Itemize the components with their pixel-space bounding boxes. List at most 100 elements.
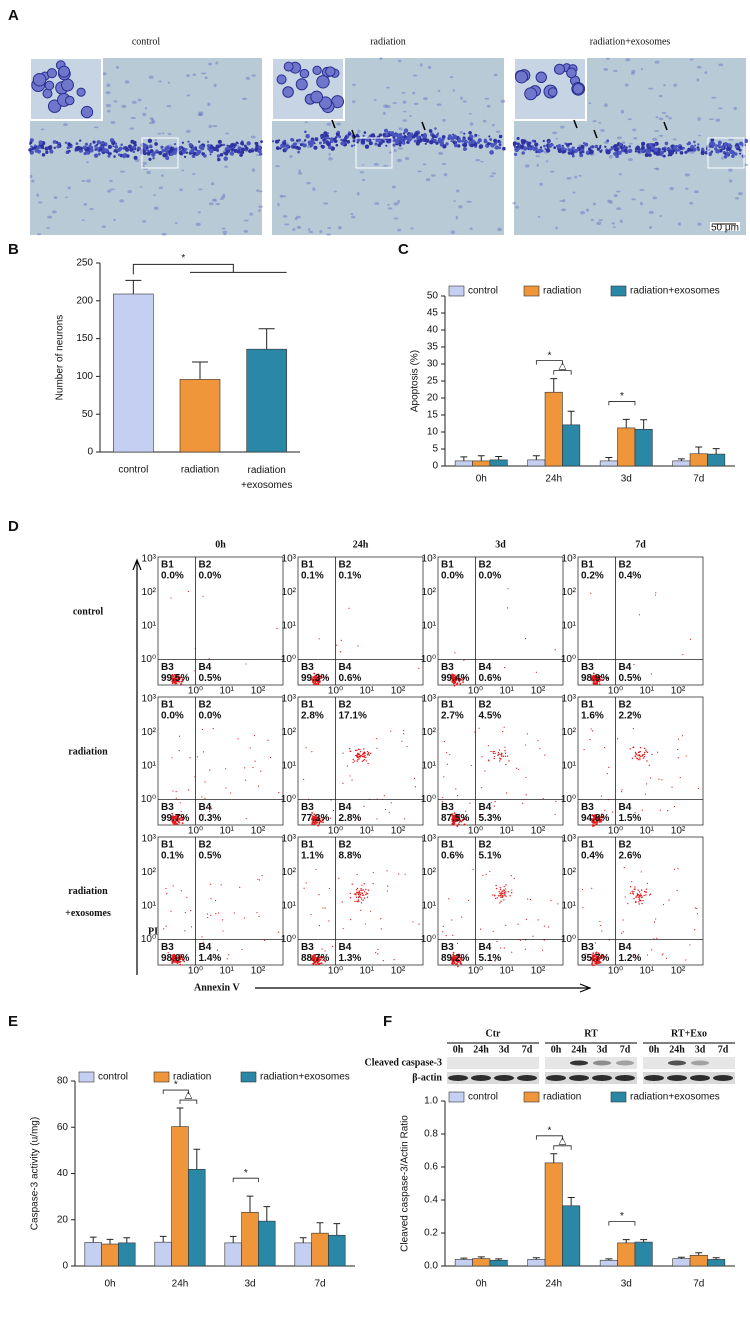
event bbox=[638, 751, 640, 754]
cell bbox=[449, 76, 454, 79]
neuron bbox=[53, 146, 56, 150]
event bbox=[499, 760, 501, 762]
cell bbox=[629, 142, 633, 145]
bar bbox=[311, 1232, 329, 1267]
quadrant-percent: 0.0% bbox=[161, 571, 184, 582]
cell bbox=[93, 126, 99, 129]
inset-cell bbox=[283, 61, 294, 72]
cell bbox=[127, 190, 133, 194]
event bbox=[201, 728, 204, 731]
legend-label: control bbox=[98, 1072, 128, 1083]
event bbox=[446, 763, 449, 765]
event bbox=[455, 814, 458, 816]
neuron bbox=[483, 138, 487, 142]
event bbox=[171, 956, 174, 958]
event bbox=[642, 757, 645, 759]
x-decade-label: 10¹ bbox=[640, 966, 655, 977]
cell bbox=[639, 188, 645, 191]
event bbox=[171, 817, 174, 820]
cell bbox=[215, 61, 219, 65]
neuron bbox=[378, 133, 383, 137]
event bbox=[314, 682, 316, 685]
cell bbox=[208, 124, 213, 128]
cell bbox=[694, 190, 699, 194]
blot-group: RT bbox=[584, 1028, 598, 1039]
cell bbox=[139, 186, 143, 188]
event bbox=[458, 814, 460, 816]
arrow bbox=[663, 121, 668, 131]
event bbox=[508, 760, 510, 762]
event bbox=[481, 756, 483, 758]
event bbox=[176, 962, 179, 964]
cell bbox=[243, 219, 249, 222]
event bbox=[253, 735, 256, 737]
legend-label: control bbox=[468, 1092, 498, 1103]
neuron bbox=[641, 142, 645, 147]
event bbox=[363, 756, 366, 758]
event bbox=[592, 678, 594, 681]
significance-label: △ bbox=[559, 1135, 567, 1146]
event bbox=[527, 898, 529, 900]
cell bbox=[245, 76, 251, 80]
cell bbox=[456, 189, 460, 193]
event bbox=[442, 925, 444, 927]
event bbox=[366, 896, 369, 898]
x-decade-label: 10² bbox=[391, 966, 406, 977]
event bbox=[624, 896, 626, 898]
event bbox=[648, 894, 651, 896]
neuron bbox=[423, 133, 428, 138]
blot-band bbox=[546, 1075, 566, 1081]
event bbox=[322, 674, 325, 677]
event bbox=[696, 907, 698, 910]
cell bbox=[398, 127, 403, 131]
cell bbox=[212, 124, 218, 128]
error-bar bbox=[460, 1257, 468, 1260]
cell bbox=[294, 217, 298, 221]
event bbox=[175, 817, 178, 820]
cell bbox=[289, 155, 293, 159]
event bbox=[635, 901, 637, 904]
event bbox=[312, 963, 315, 966]
event bbox=[180, 683, 183, 685]
neuron bbox=[521, 151, 525, 155]
cell bbox=[536, 163, 540, 167]
event bbox=[459, 962, 462, 965]
event bbox=[183, 960, 186, 963]
event bbox=[641, 896, 643, 898]
event bbox=[599, 924, 602, 927]
event bbox=[510, 875, 512, 877]
event bbox=[202, 941, 204, 944]
blot-band bbox=[690, 1075, 710, 1081]
event bbox=[459, 679, 461, 682]
neuron bbox=[257, 145, 262, 150]
cell bbox=[319, 230, 323, 234]
event bbox=[360, 888, 362, 890]
neuron bbox=[531, 139, 535, 143]
error-bar bbox=[622, 418, 630, 428]
cell bbox=[477, 134, 481, 137]
y-decade-label: 10³ bbox=[562, 554, 577, 565]
legend-swatch bbox=[523, 1091, 540, 1103]
event bbox=[245, 818, 247, 820]
neuron bbox=[522, 139, 527, 144]
neuron bbox=[332, 137, 337, 141]
y-decade-label: 10² bbox=[282, 587, 297, 598]
event bbox=[503, 666, 506, 669]
neuron bbox=[329, 139, 334, 144]
y-decade-label: 10¹ bbox=[142, 761, 157, 772]
event bbox=[589, 738, 591, 741]
neuron bbox=[240, 150, 245, 155]
neuron bbox=[502, 146, 506, 151]
bar bbox=[489, 459, 508, 467]
event bbox=[342, 927, 344, 930]
quadrant-percent: 2.7% bbox=[441, 711, 464, 722]
event bbox=[689, 944, 691, 946]
event bbox=[677, 868, 679, 870]
neuron bbox=[41, 153, 46, 157]
cell bbox=[129, 127, 135, 130]
neuron bbox=[684, 150, 688, 154]
neuron bbox=[314, 137, 318, 141]
cell bbox=[359, 171, 365, 174]
blot-band bbox=[593, 1060, 611, 1066]
event bbox=[639, 895, 642, 897]
